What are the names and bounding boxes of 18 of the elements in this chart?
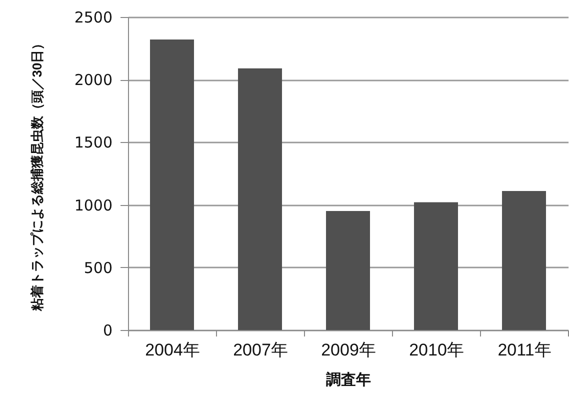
x-axis-title: 調査年 <box>326 370 371 388</box>
y-tick-label: 2500 <box>74 8 112 26</box>
bar <box>150 40 194 330</box>
bar <box>414 202 458 330</box>
y-tick-label: 500 <box>84 258 112 277</box>
x-tick-label: 2010年 <box>409 340 464 360</box>
bar <box>238 68 282 330</box>
y-tick-label: 1500 <box>74 134 112 152</box>
x-tick-label: 2007年 <box>233 340 288 360</box>
y-tick-label: 0 <box>102 322 112 340</box>
bar <box>502 191 546 330</box>
y-tick-label: 2000 <box>74 71 112 90</box>
y-axis-title: 粘着トラップによる総捕獲昆虫数（頭／30日） <box>29 36 44 312</box>
bar <box>326 211 370 330</box>
x-tick-label: 2011年 <box>498 340 552 360</box>
x-tick-label: 2009年 <box>321 340 376 360</box>
y-tick-label: 1000 <box>74 196 112 214</box>
x-tick-label: 2004年 <box>145 340 200 360</box>
